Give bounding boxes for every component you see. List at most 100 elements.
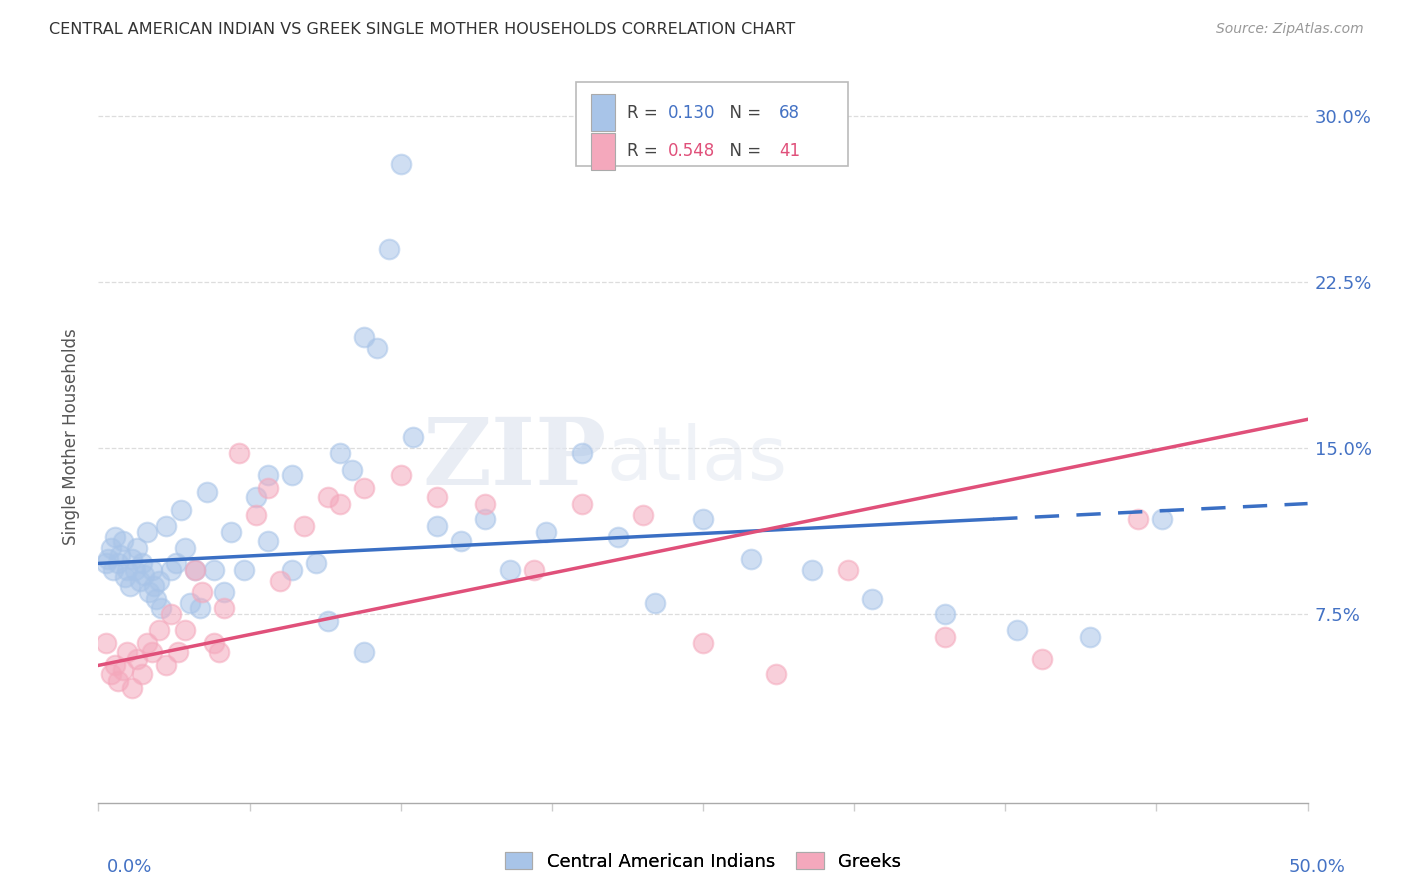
Point bbox=[94, 636, 117, 650]
Point bbox=[450, 534, 472, 549]
Point bbox=[174, 623, 197, 637]
Point bbox=[155, 658, 177, 673]
Text: CENTRAL AMERICAN INDIAN VS GREEK SINGLE MOTHER HOUSEHOLDS CORRELATION CHART: CENTRAL AMERICAN INDIAN VS GREEK SINGLE … bbox=[49, 22, 796, 37]
Point bbox=[389, 467, 412, 482]
Point bbox=[114, 570, 136, 584]
Point bbox=[256, 467, 278, 482]
Point bbox=[169, 503, 191, 517]
Point bbox=[353, 645, 375, 659]
Text: 68: 68 bbox=[779, 103, 800, 121]
Point bbox=[256, 481, 278, 495]
Point bbox=[97, 552, 120, 566]
Point bbox=[127, 651, 149, 665]
Point bbox=[292, 518, 315, 533]
Point bbox=[305, 557, 328, 571]
Point bbox=[148, 623, 170, 637]
Text: 50.0%: 50.0% bbox=[1289, 858, 1346, 876]
Point bbox=[837, 563, 859, 577]
Point bbox=[523, 563, 546, 577]
Point bbox=[195, 485, 218, 500]
Point bbox=[316, 614, 339, 628]
Point bbox=[131, 667, 153, 681]
Point bbox=[765, 667, 787, 681]
Point bbox=[160, 607, 183, 622]
Point bbox=[631, 508, 654, 522]
Point bbox=[121, 681, 143, 695]
Y-axis label: Single Mother Households: Single Mother Households bbox=[62, 329, 80, 545]
Point bbox=[1031, 651, 1053, 665]
Text: 41: 41 bbox=[779, 143, 800, 161]
Point bbox=[118, 578, 141, 592]
Point bbox=[498, 563, 520, 577]
Point bbox=[107, 557, 129, 571]
Point bbox=[124, 563, 146, 577]
Point bbox=[389, 157, 412, 171]
Point bbox=[934, 630, 956, 644]
Point bbox=[245, 508, 267, 522]
Legend: Central American Indians, Greeks: Central American Indians, Greeks bbox=[498, 846, 908, 878]
Point bbox=[256, 534, 278, 549]
Point bbox=[740, 552, 762, 566]
Point bbox=[165, 557, 187, 571]
Point bbox=[155, 518, 177, 533]
Point bbox=[131, 557, 153, 571]
Point bbox=[245, 490, 267, 504]
Point bbox=[353, 481, 375, 495]
Point bbox=[316, 490, 339, 504]
Point bbox=[800, 563, 823, 577]
Point bbox=[377, 242, 399, 256]
FancyBboxPatch shape bbox=[591, 95, 614, 131]
Point bbox=[232, 563, 254, 577]
Point bbox=[228, 445, 250, 459]
Point bbox=[94, 557, 117, 571]
Point bbox=[934, 607, 956, 622]
Point bbox=[329, 497, 352, 511]
Text: Source: ZipAtlas.com: Source: ZipAtlas.com bbox=[1216, 22, 1364, 37]
Point bbox=[204, 636, 226, 650]
Point bbox=[692, 512, 714, 526]
Point bbox=[329, 445, 352, 459]
Point bbox=[342, 463, 364, 477]
Point bbox=[135, 525, 157, 540]
Point bbox=[184, 563, 207, 577]
Point bbox=[366, 342, 388, 356]
Point bbox=[104, 530, 127, 544]
Text: ZIP: ZIP bbox=[422, 414, 606, 504]
Point bbox=[571, 497, 593, 511]
Point bbox=[353, 330, 375, 344]
Point bbox=[141, 563, 163, 577]
Text: N =: N = bbox=[718, 143, 766, 161]
Point bbox=[204, 563, 226, 577]
Point bbox=[167, 645, 190, 659]
Point bbox=[134, 567, 156, 582]
Point bbox=[145, 591, 167, 606]
Point bbox=[188, 600, 211, 615]
Point bbox=[128, 574, 150, 589]
Point bbox=[150, 600, 173, 615]
Point bbox=[117, 563, 139, 577]
Point bbox=[426, 490, 449, 504]
Text: 0.0%: 0.0% bbox=[107, 858, 152, 876]
Point bbox=[160, 563, 183, 577]
Point bbox=[212, 585, 235, 599]
Point bbox=[281, 563, 304, 577]
Point bbox=[1078, 630, 1101, 644]
Point bbox=[117, 645, 139, 659]
Point bbox=[1007, 623, 1029, 637]
Text: R =: R = bbox=[627, 143, 662, 161]
Text: R =: R = bbox=[627, 103, 662, 121]
FancyBboxPatch shape bbox=[591, 133, 614, 169]
Point bbox=[100, 667, 122, 681]
FancyBboxPatch shape bbox=[576, 82, 848, 167]
Point bbox=[101, 563, 124, 577]
Text: 0.130: 0.130 bbox=[668, 103, 716, 121]
Text: 0.548: 0.548 bbox=[668, 143, 716, 161]
Point bbox=[860, 591, 883, 606]
Point bbox=[135, 636, 157, 650]
Point bbox=[221, 525, 243, 540]
Point bbox=[208, 645, 231, 659]
Text: N =: N = bbox=[718, 103, 766, 121]
Point bbox=[534, 525, 557, 540]
Point bbox=[141, 645, 163, 659]
Point bbox=[100, 541, 122, 555]
